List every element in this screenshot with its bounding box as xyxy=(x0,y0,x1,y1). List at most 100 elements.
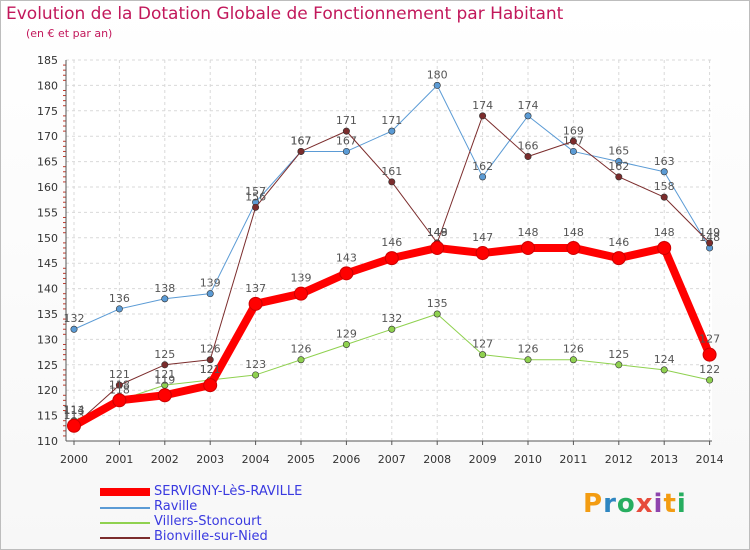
data-label-villers-stoncourt: 114 xyxy=(64,404,85,417)
y-tick-label: 150 xyxy=(37,232,58,245)
logo-letter: x xyxy=(635,489,654,519)
legend-swatch xyxy=(100,488,150,496)
x-tick-label: 2011 xyxy=(559,453,587,466)
data-point-servigny-l-s-raville xyxy=(430,240,445,255)
legend-label: SERVIGNY-LèS-RAVILLE xyxy=(154,484,303,499)
data-point-servigny-l-s-raville xyxy=(475,246,490,261)
data-label-servigny-l-s-raville: 121 xyxy=(200,363,221,376)
data-point-raville xyxy=(615,158,623,166)
x-tick-label: 2001 xyxy=(105,453,133,466)
data-point-raville xyxy=(206,290,214,298)
data-point-bionville-sur-nied xyxy=(161,361,169,369)
data-point-servigny-l-s-raville xyxy=(248,296,263,311)
data-point-villers-stoncourt xyxy=(524,356,532,364)
data-point-raville xyxy=(524,112,532,120)
legend-label: Villers-Stoncourt xyxy=(154,514,262,529)
data-point-bionville-sur-nied xyxy=(479,112,487,120)
data-point-raville xyxy=(342,147,350,155)
data-label-servigny-l-s-raville: 146 xyxy=(608,236,629,249)
data-point-villers-stoncourt xyxy=(479,351,487,359)
data-point-raville xyxy=(660,168,668,176)
data-label-villers-stoncourt: 126 xyxy=(518,343,539,356)
legend-item-villers-stoncourt: Villers-Stoncourt xyxy=(100,514,400,530)
data-label-bionville-sur-nied: 171 xyxy=(336,114,357,127)
data-label-bionville-sur-nied: 125 xyxy=(154,348,175,361)
legend-swatch xyxy=(100,537,150,539)
data-label-bionville-sur-nied: 167 xyxy=(291,134,312,147)
x-tick-label: 2000 xyxy=(60,453,88,466)
data-point-villers-stoncourt xyxy=(297,356,305,364)
data-point-villers-stoncourt xyxy=(388,325,396,333)
data-point-servigny-l-s-raville xyxy=(611,251,626,266)
data-label-servigny-l-s-raville: 148 xyxy=(518,226,539,239)
data-label-bionville-sur-nied: 149 xyxy=(699,226,720,239)
x-tick-label: 2002 xyxy=(151,453,179,466)
data-point-servigny-l-s-raville xyxy=(657,240,672,255)
data-point-raville xyxy=(433,81,441,89)
data-label-servigny-l-s-raville: 113 xyxy=(64,404,85,417)
data-label-villers-stoncourt: 129 xyxy=(336,327,357,340)
x-tick-label: 2006 xyxy=(332,453,360,466)
data-label-bionville-sur-nied: 162 xyxy=(608,160,629,173)
data-label-villers-stoncourt: 127 xyxy=(472,338,493,351)
logo-letter: P xyxy=(583,489,604,519)
data-point-servigny-l-s-raville xyxy=(702,347,717,362)
y-tick-label: 115 xyxy=(37,410,58,423)
data-label-bionville-sur-nied: 174 xyxy=(472,99,493,112)
data-label-servigny-l-s-raville: 118 xyxy=(109,378,130,391)
data-label-servigny-l-s-raville: 137 xyxy=(245,282,266,295)
data-label-servigny-l-s-raville: 119 xyxy=(154,373,175,386)
y-tick-label: 125 xyxy=(37,359,58,372)
data-point-servigny-l-s-raville xyxy=(67,418,81,433)
x-tick-label: 2004 xyxy=(242,453,270,466)
data-point-villers-stoncourt xyxy=(252,371,260,379)
y-tick-label: 165 xyxy=(37,156,58,169)
proxiti-logo: Proxiti xyxy=(583,489,687,519)
data-label-villers-stoncourt: 121 xyxy=(154,368,175,381)
x-tick-label: 2009 xyxy=(469,453,497,466)
data-label-raville: 162 xyxy=(472,160,493,173)
data-label-raville: 165 xyxy=(608,145,629,158)
logo-letter: i xyxy=(676,489,687,519)
x-tick-label: 2003 xyxy=(196,453,224,466)
data-point-bionville-sur-nied xyxy=(524,153,532,161)
x-tick-label: 2007 xyxy=(378,453,406,466)
legend-item-raville: Raville xyxy=(100,499,400,515)
data-point-bionville-sur-nied xyxy=(660,193,668,201)
chart-title: Evolution de la Dotation Globale de Fonc… xyxy=(6,4,564,24)
data-point-villers-stoncourt xyxy=(342,340,350,348)
data-label-raville: 167 xyxy=(291,134,312,147)
legend-item-bionville-sur-nied: Bionville-sur-Nied xyxy=(100,529,400,545)
data-label-raville: 157 xyxy=(245,185,266,198)
y-tick-label: 180 xyxy=(37,79,58,92)
chart-subtitle: (en € et par an) xyxy=(26,27,113,40)
y-tick-label: 120 xyxy=(37,384,58,397)
data-point-servigny-l-s-raville xyxy=(112,393,127,408)
data-label-bionville-sur-nied: 156 xyxy=(245,190,266,203)
data-point-bionville-sur-nied xyxy=(252,203,260,211)
data-label-raville: 138 xyxy=(154,282,175,295)
data-point-servigny-l-s-raville xyxy=(203,378,218,393)
legend-item-servigny-l-s-raville: SERVIGNY-LèS-RAVILLE xyxy=(100,484,400,500)
data-point-villers-stoncourt xyxy=(569,356,577,364)
data-label-servigny-l-s-raville: 127 xyxy=(699,333,720,346)
y-tick-label: 135 xyxy=(37,308,58,321)
y-tick-label: 170 xyxy=(37,130,58,143)
logo-letter: i xyxy=(653,489,664,519)
data-point-raville xyxy=(388,127,396,135)
data-point-bionville-sur-nied xyxy=(115,381,123,389)
data-label-villers-stoncourt: 132 xyxy=(381,312,402,325)
data-point-servigny-l-s-raville xyxy=(384,251,399,266)
data-point-raville xyxy=(70,325,78,333)
data-point-bionville-sur-nied xyxy=(297,147,305,155)
data-label-villers-stoncourt: 125 xyxy=(608,348,629,361)
plot-area xyxy=(66,60,712,441)
y-tick-label: 130 xyxy=(37,333,58,346)
data-label-servigny-l-s-raville: 143 xyxy=(336,251,357,264)
data-label-servigny-l-s-raville: 139 xyxy=(291,272,312,285)
data-label-villers-stoncourt: 135 xyxy=(427,297,448,310)
legend-label: Raville xyxy=(154,499,198,514)
data-point-servigny-l-s-raville xyxy=(521,240,535,255)
data-label-raville: 163 xyxy=(654,155,675,168)
data-point-raville xyxy=(479,173,487,181)
